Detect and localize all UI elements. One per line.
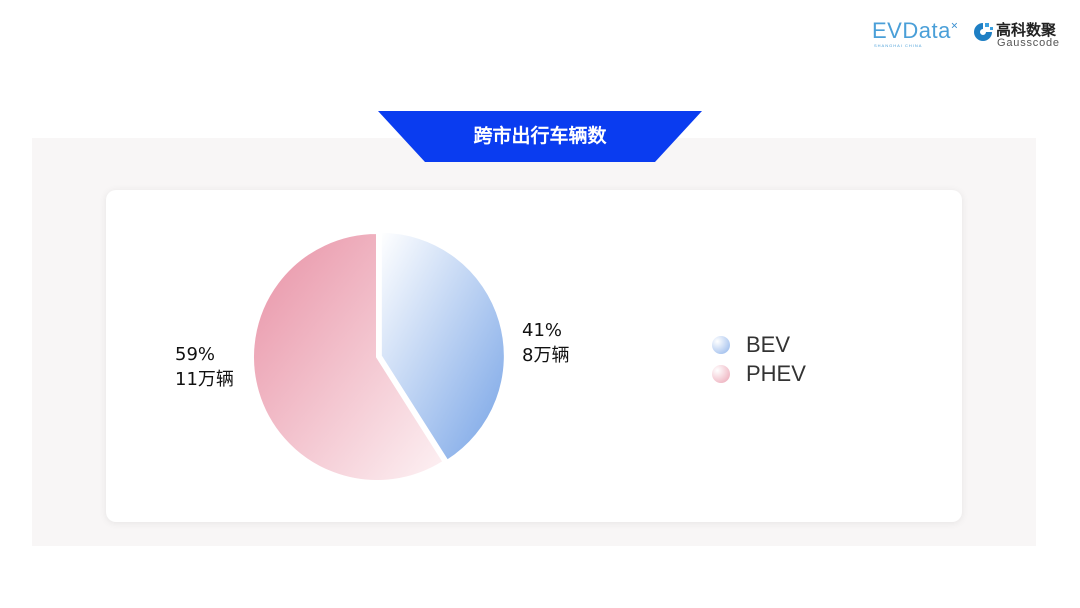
legend: BEV PHEV — [712, 330, 806, 388]
gausscode-logo-icon — [974, 23, 993, 41]
chart-title: 跨市出行车辆数 — [473, 125, 607, 147]
pie-slice-bev — [379, 230, 506, 462]
bev-value: 8万辆 — [522, 345, 570, 366]
bev-percent: 41% — [522, 320, 563, 341]
legend-item-bev: BEV — [712, 330, 806, 359]
bev-swatch — [712, 335, 730, 354]
evdata-subtitle: SHANGHAI CHINA — [874, 43, 923, 48]
title-banner: 跨市出行车辆数 — [378, 111, 702, 162]
phev-swatch — [712, 364, 730, 383]
legend-item-phev: PHEV — [712, 359, 806, 388]
gausscode-en-name: Gausscode — [997, 37, 1060, 49]
phev-percent: 59% — [175, 344, 216, 365]
legend-label: PHEV — [746, 360, 806, 386]
phev-data-label: 59% 11万辆 — [175, 342, 234, 392]
brand-logos: EVData× SHANGHAI CHINA 高科数聚 Gausscode — [872, 16, 1072, 50]
gausscode-cn-name: 高科数聚 — [996, 21, 1057, 39]
evdata-logo: EVData× — [872, 18, 959, 43]
pie-slice-phev — [252, 231, 445, 482]
chart-card — [106, 190, 962, 522]
phev-value: 11万辆 — [175, 369, 234, 390]
bev-data-label: 41% 8万辆 — [522, 318, 569, 368]
legend-label: BEV — [746, 331, 791, 357]
